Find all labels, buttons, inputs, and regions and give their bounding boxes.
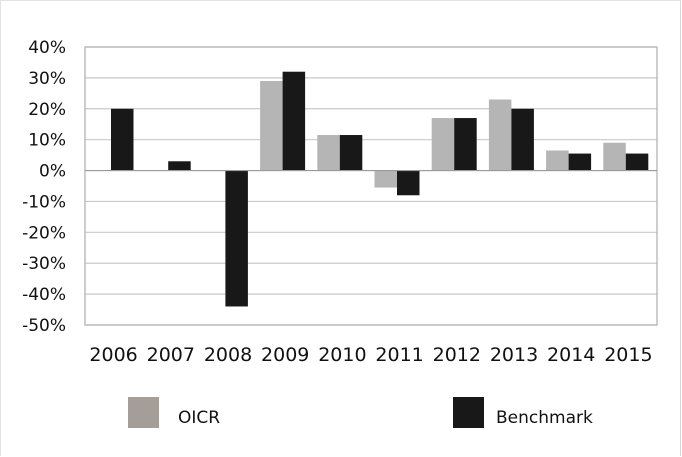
x-tick-label: 2013 [490, 344, 538, 366]
legend-label-oicr: OICR [178, 408, 220, 428]
y-tick-label: 40% [28, 38, 66, 58]
bar-benchmark-2013 [511, 108, 534, 171]
y-tick-label: -40% [22, 285, 66, 305]
bar-benchmark-2010 [339, 135, 363, 171]
bar-benchmark-2015 [625, 153, 649, 171]
x-tick-label: 2007 [147, 344, 195, 366]
x-axis-ticks: 2006 2007 2008 2009 2010 2011 2012 2013 2014 2015 [89, 344, 652, 366]
bar-oicr-2012 [431, 118, 455, 171]
bar-benchmark-2007 [168, 161, 191, 171]
bar-benchmark-2009 [282, 71, 306, 171]
y-axis-ticks: 40% 30% 20% 10% 0% -10% -20% -30% -40% -50% [22, 38, 66, 336]
x-tick-label: 2010 [318, 344, 366, 366]
y-tick-label: -50% [22, 316, 66, 336]
y-tick-label: -20% [22, 223, 66, 243]
x-tick-label: 2008 [204, 344, 252, 366]
bar-oicr-2013 [488, 99, 512, 171]
gridlines [85, 46, 657, 326]
x-tick-label: 2011 [375, 344, 423, 366]
legend: OICR Benchmark [128, 397, 593, 428]
x-tick-label: 2006 [89, 344, 137, 366]
x-tick-label: 2014 [547, 344, 595, 366]
bar-oicr-2014 [546, 150, 569, 171]
bar-oicr-2009 [260, 80, 283, 171]
x-tick-label: 2015 [604, 344, 652, 366]
x-tick-label: 2012 [433, 344, 481, 366]
bar-benchmark-2011 [397, 170, 420, 196]
y-tick-label: 30% [28, 69, 66, 89]
y-tick-label: 0% [39, 162, 66, 182]
bar-benchmark-2014 [568, 153, 592, 171]
bar-benchmark-2008 [225, 170, 248, 307]
y-tick-label: -30% [22, 254, 66, 274]
bar-oicr-2011 [374, 170, 397, 188]
x-tick-label: 2009 [261, 344, 309, 366]
bar-benchmark-2012 [454, 118, 477, 171]
y-tick-label: 10% [28, 131, 66, 151]
bar-oicr-2015 [603, 142, 626, 171]
bars [111, 71, 649, 307]
plot-border [84, 46, 658, 326]
y-tick-label: 20% [28, 100, 66, 120]
bar-benchmark-2006 [111, 108, 134, 171]
bar-oicr-2010 [317, 135, 340, 171]
legend-swatch-oicr [128, 397, 159, 428]
legend-swatch-benchmark [453, 397, 484, 428]
plot-area [84, 46, 658, 326]
y-tick-label: -10% [22, 192, 66, 212]
legend-label-benchmark: Benchmark [496, 408, 593, 428]
